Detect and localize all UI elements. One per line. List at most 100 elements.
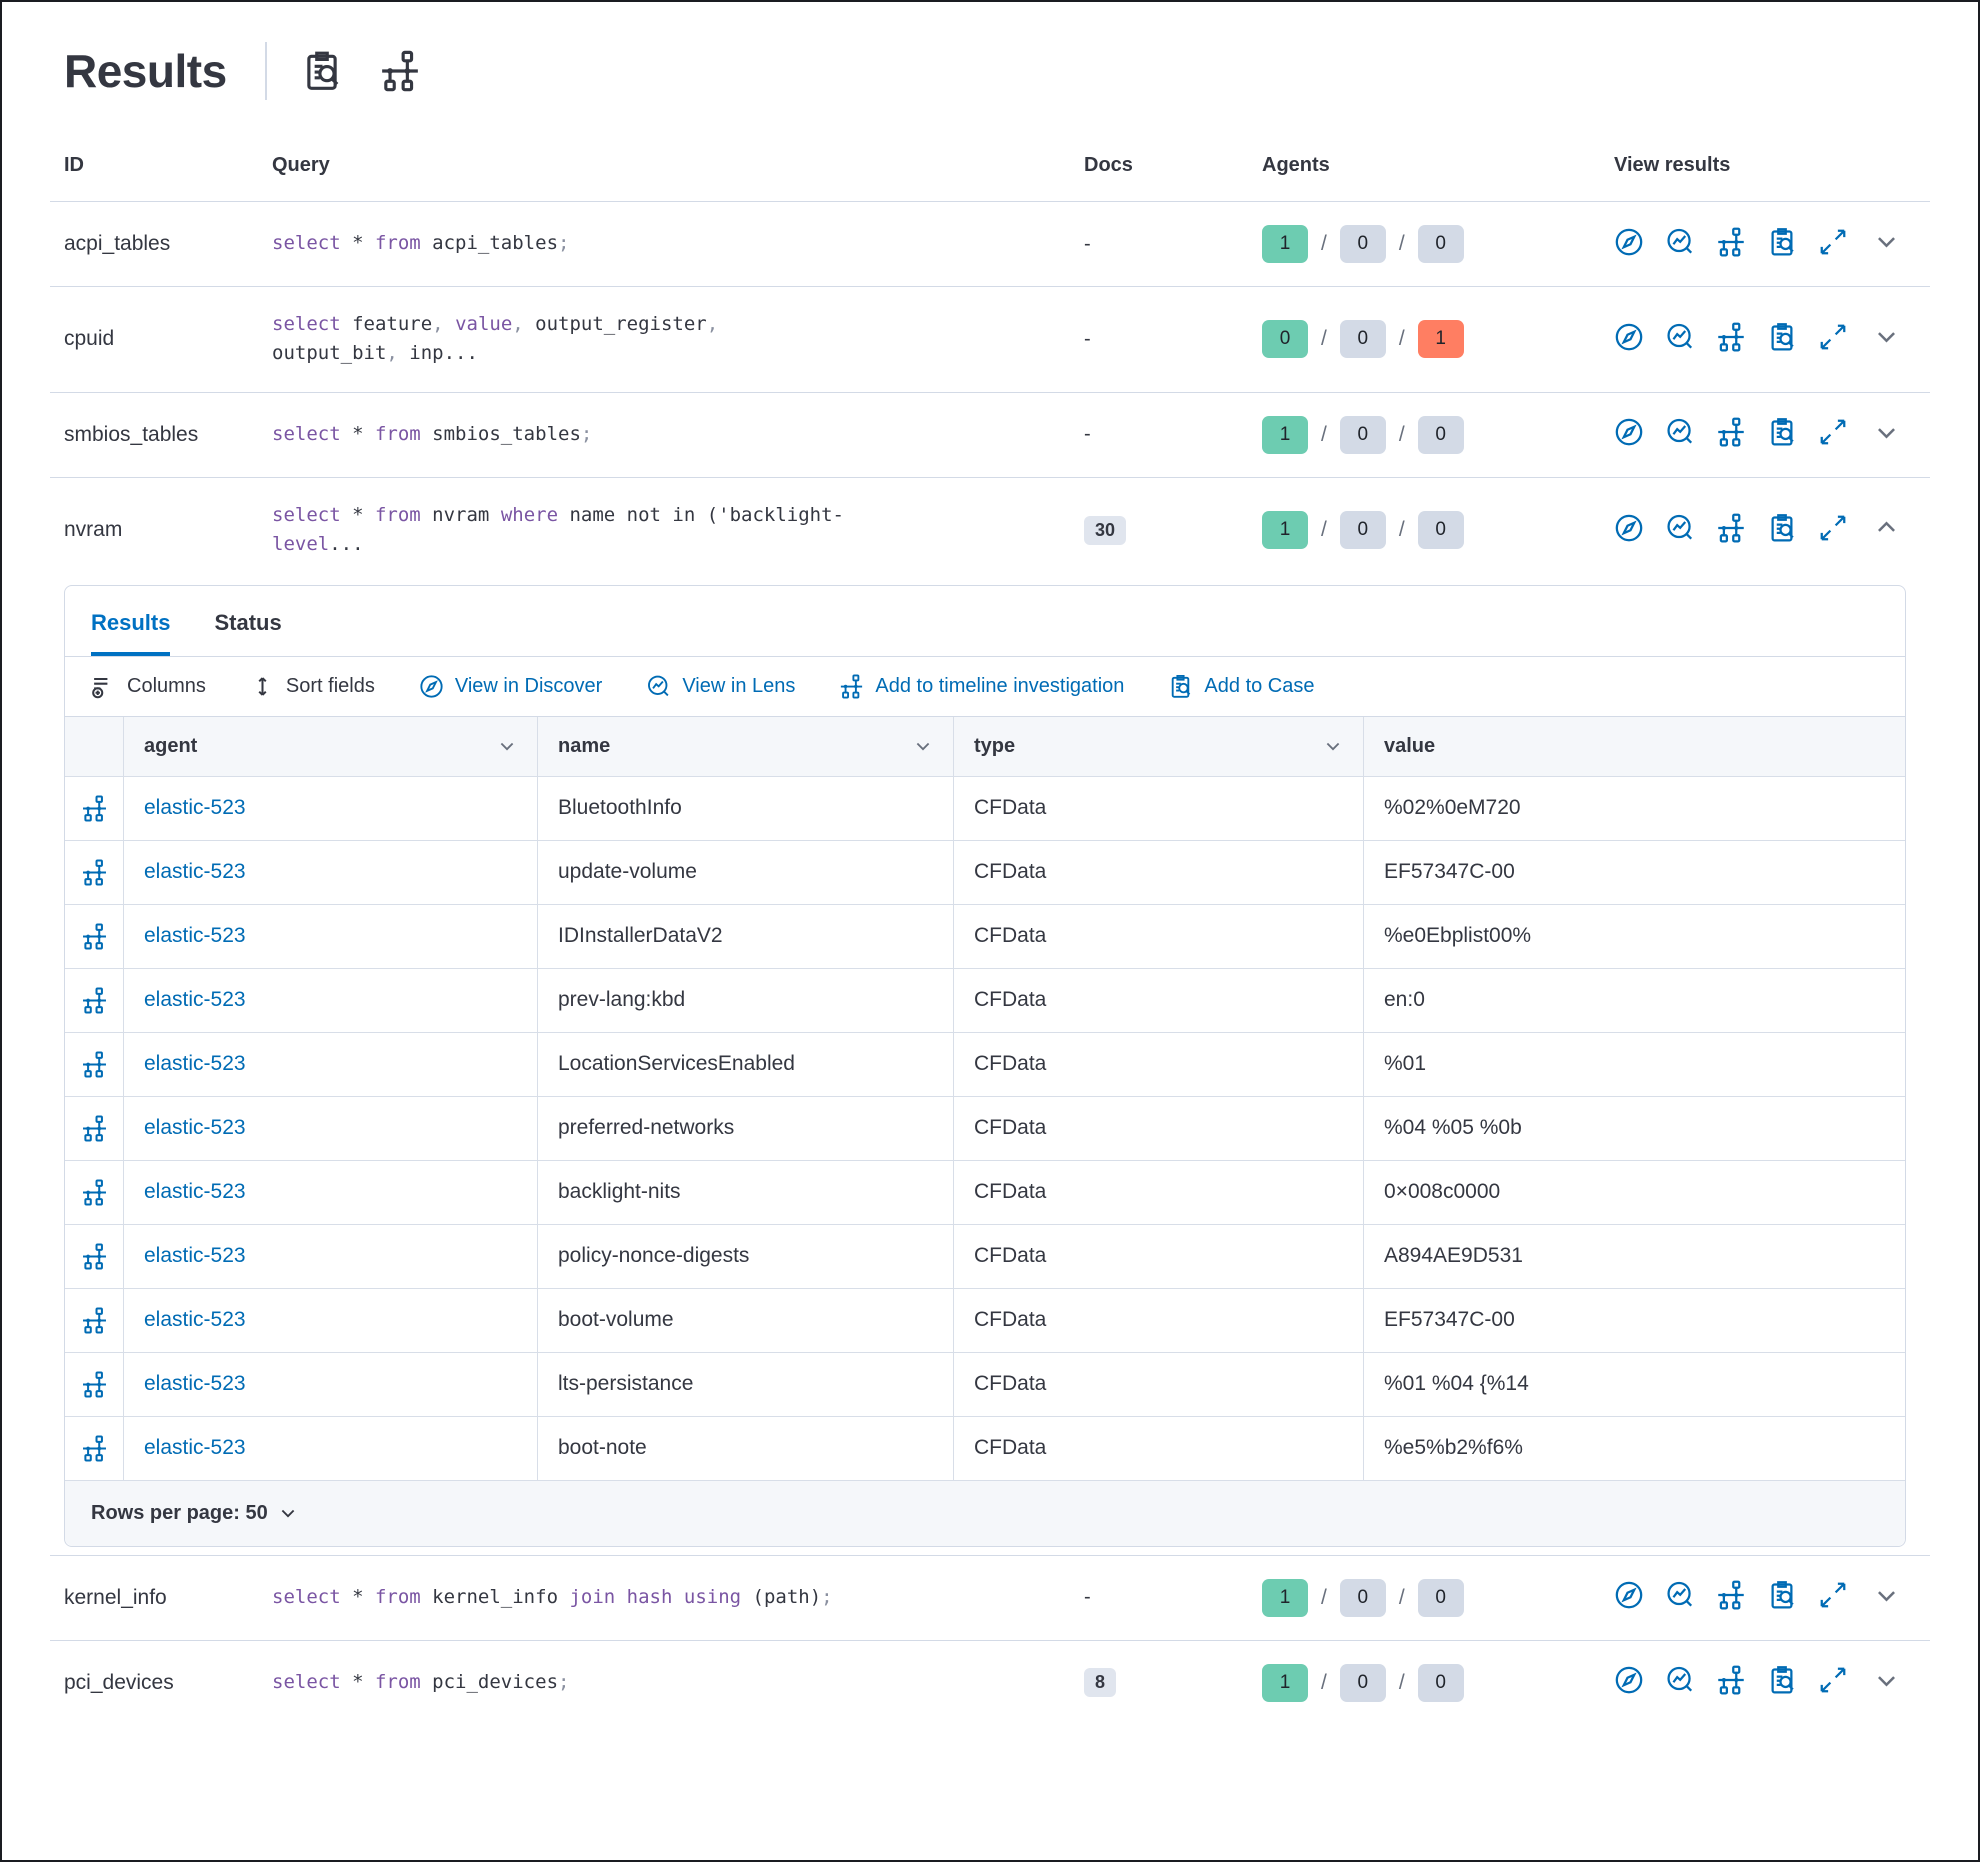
inspect-icon[interactable] bbox=[1767, 322, 1797, 352]
query-id: smbios_tables bbox=[64, 422, 199, 446]
add-row-to-timeline-icon[interactable] bbox=[81, 1371, 108, 1398]
add-to-timeline-icon[interactable] bbox=[1716, 322, 1746, 352]
view-in-discover-icon[interactable] bbox=[1614, 322, 1644, 352]
result-name: IDInstallerDataV2 bbox=[537, 904, 953, 968]
result-value: %02%0eM720 bbox=[1363, 776, 1905, 840]
column-header-id: ID bbox=[64, 154, 84, 176]
chevron-down-icon[interactable] bbox=[913, 736, 933, 756]
add-row-to-timeline-icon[interactable] bbox=[81, 1435, 108, 1462]
expand-icon[interactable] bbox=[1818, 227, 1848, 257]
view-in-discover-icon[interactable] bbox=[1614, 1665, 1644, 1695]
agent-link[interactable]: elastic-523 bbox=[144, 860, 246, 884]
agent-link[interactable]: elastic-523 bbox=[144, 924, 246, 948]
view-in-discover-icon[interactable] bbox=[1614, 513, 1644, 543]
agents-pending-badge: 0 bbox=[1339, 1578, 1386, 1617]
grid-header-type[interactable]: type bbox=[953, 716, 1363, 776]
expand-row-icon[interactable] bbox=[1873, 1667, 1900, 1694]
agent-link[interactable]: elastic-523 bbox=[144, 988, 246, 1012]
add-row-to-timeline-icon[interactable] bbox=[81, 795, 108, 822]
add-to-timeline-icon[interactable] bbox=[1716, 417, 1746, 447]
add-row-to-timeline-icon[interactable] bbox=[81, 1179, 108, 1206]
column-header-view-results: View results bbox=[1614, 154, 1731, 176]
rows-per-page-control[interactable]: Rows per page: 50 bbox=[65, 1479, 1905, 1546]
chevron-down-icon[interactable] bbox=[497, 736, 517, 756]
expand-row-icon[interactable] bbox=[1873, 1582, 1900, 1609]
add-to-timeline-icon[interactable] bbox=[1716, 1665, 1746, 1695]
column-header-agents: Agents bbox=[1262, 154, 1330, 176]
inspect-icon[interactable] bbox=[1767, 1665, 1797, 1695]
inspect-icon[interactable] bbox=[1767, 513, 1797, 543]
inspect-icon[interactable] bbox=[1767, 417, 1797, 447]
grid-header-value[interactable]: value bbox=[1363, 716, 1905, 776]
tab-status[interactable]: Status bbox=[214, 610, 281, 656]
add-to-timeline-icon[interactable] bbox=[1716, 513, 1746, 543]
add-row-to-timeline-icon[interactable] bbox=[81, 1243, 108, 1270]
agent-link[interactable]: elastic-523 bbox=[144, 1180, 246, 1204]
add-to-timeline-icon[interactable] bbox=[1716, 227, 1746, 257]
expand-icon[interactable] bbox=[1818, 417, 1848, 447]
view-in-lens-icon[interactable] bbox=[1665, 417, 1695, 447]
view-in-discover-icon[interactable] bbox=[1614, 227, 1644, 257]
view-in-lens-icon[interactable] bbox=[1665, 513, 1695, 543]
view-in-lens-icon[interactable] bbox=[1665, 1580, 1695, 1610]
chevron-down-icon[interactable] bbox=[1323, 736, 1343, 756]
tab-results[interactable]: Results bbox=[91, 610, 171, 656]
agent-link[interactable]: elastic-523 bbox=[144, 1308, 246, 1332]
result-value: %e0Ebplist00% bbox=[1363, 904, 1905, 968]
expand-row-icon[interactable] bbox=[1873, 323, 1900, 350]
grid-header-agent[interactable]: agent bbox=[123, 716, 537, 776]
agents-pending-badge: 0 bbox=[1339, 320, 1386, 359]
query-row: acpi_tables select * from acpi_tables; -… bbox=[50, 201, 1930, 286]
expand-row-icon[interactable] bbox=[1873, 228, 1900, 255]
docs-count: - bbox=[1084, 1586, 1091, 1609]
view-in-discover-icon[interactable] bbox=[1614, 1580, 1644, 1610]
expand-icon[interactable] bbox=[1818, 1665, 1848, 1695]
view-results-actions bbox=[1614, 227, 1930, 262]
agent-link[interactable]: elastic-523 bbox=[144, 1052, 246, 1076]
timeline-icon[interactable] bbox=[379, 50, 421, 92]
add-to-timeline-button[interactable]: Add to timeline investigation bbox=[839, 674, 1124, 699]
agents-failed-badge: 0 bbox=[1417, 1578, 1464, 1617]
agent-link[interactable]: elastic-523 bbox=[144, 1244, 246, 1268]
expand-icon[interactable] bbox=[1818, 513, 1848, 543]
expand-icon[interactable] bbox=[1818, 1580, 1848, 1610]
add-to-case-button[interactable]: Add to Case bbox=[1168, 674, 1315, 699]
agents-pending-badge: 0 bbox=[1339, 511, 1386, 550]
agents-success-badge: 1 bbox=[1262, 511, 1308, 550]
expand-icon[interactable] bbox=[1818, 322, 1848, 352]
query-sql: select * from smbios_tables; bbox=[272, 423, 593, 446]
agent-link[interactable]: elastic-523 bbox=[144, 1372, 246, 1396]
inspect-icon[interactable] bbox=[301, 50, 343, 92]
agent-link[interactable]: elastic-523 bbox=[144, 1436, 246, 1460]
grid-header-name[interactable]: name bbox=[537, 716, 953, 776]
query-sql: select * from acpi_tables; bbox=[272, 232, 570, 255]
collapse-row-icon[interactable] bbox=[1873, 514, 1900, 541]
expand-row-icon[interactable] bbox=[1873, 419, 1900, 446]
add-row-to-timeline-icon[interactable] bbox=[81, 1051, 108, 1078]
result-type: CFData bbox=[953, 840, 1363, 904]
agent-link[interactable]: elastic-523 bbox=[144, 1116, 246, 1140]
view-in-lens-icon[interactable] bbox=[1665, 227, 1695, 257]
view-in-lens-icon[interactable] bbox=[1665, 322, 1695, 352]
agent-link[interactable]: elastic-523 bbox=[144, 796, 246, 820]
query-sql: select * from nvram where name not in ('… bbox=[272, 503, 844, 556]
add-to-timeline-icon[interactable] bbox=[1716, 1580, 1746, 1610]
add-row-to-timeline-icon[interactable] bbox=[81, 1307, 108, 1334]
inspect-icon[interactable] bbox=[1767, 227, 1797, 257]
add-row-to-timeline-icon[interactable] bbox=[81, 923, 108, 950]
columns-button[interactable]: Columns bbox=[91, 674, 206, 699]
query-id: kernel_info bbox=[64, 1585, 167, 1609]
columns-icon bbox=[92, 677, 109, 699]
add-row-to-timeline-icon[interactable] bbox=[81, 1115, 108, 1142]
view-in-lens-icon[interactable] bbox=[1665, 1665, 1695, 1695]
query-sql: select feature, value, output_register, … bbox=[272, 313, 730, 365]
inspect-icon[interactable] bbox=[1767, 1580, 1797, 1610]
add-row-to-timeline-icon[interactable] bbox=[81, 987, 108, 1014]
view-in-lens-button[interactable]: View in Lens bbox=[646, 674, 795, 699]
result-value: %01 bbox=[1363, 1032, 1905, 1096]
view-in-discover-icon[interactable] bbox=[1614, 417, 1644, 447]
sort-fields-button[interactable]: Sort fields bbox=[250, 674, 375, 699]
sort-icon bbox=[258, 676, 267, 696]
view-in-discover-button[interactable]: View in Discover bbox=[419, 674, 602, 699]
add-row-to-timeline-icon[interactable] bbox=[81, 859, 108, 886]
